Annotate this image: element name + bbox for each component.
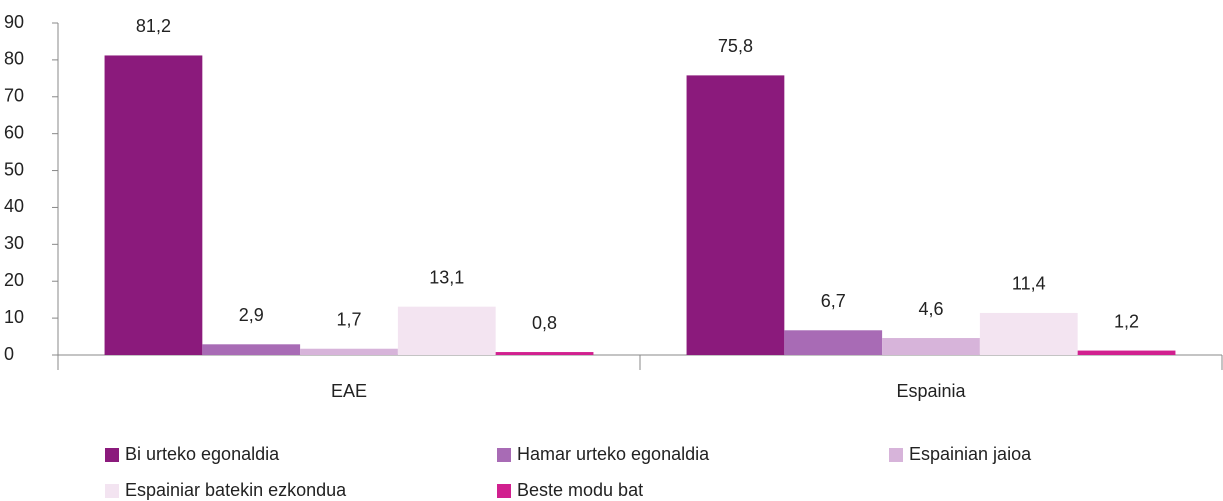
legend-label: Espainian jaioa [909, 444, 1032, 464]
y-tick-label: 30 [4, 233, 24, 253]
legend-label: Espainiar batekin ezkondua [125, 480, 347, 500]
y-tick-label: 90 [4, 12, 24, 32]
value-label: 11,4 [1012, 274, 1046, 294]
bar [784, 330, 883, 355]
bar [979, 312, 1078, 355]
y-tick-label: 80 [4, 49, 24, 69]
value-label: 1,2 [1114, 311, 1139, 331]
value-label: 75,8 [718, 36, 753, 56]
value-label: 6,7 [821, 291, 846, 311]
bar [202, 344, 301, 355]
y-tick-label: 20 [4, 270, 24, 290]
bar [397, 306, 496, 355]
x-tick-label: EAE [331, 381, 367, 401]
bar [1077, 350, 1176, 355]
bar [104, 55, 203, 356]
legend-swatch [889, 448, 903, 462]
value-label: 0,8 [532, 313, 557, 333]
value-label: 13,1 [429, 267, 464, 287]
x-tick-label: Espainia [896, 381, 966, 401]
value-label: 81,2 [136, 16, 171, 36]
y-tick-label: 10 [4, 307, 24, 327]
bar [882, 338, 980, 355]
bar [300, 348, 398, 355]
legend-label: Beste modu bat [517, 480, 643, 500]
y-tick-label: 0 [4, 344, 14, 364]
bar [495, 352, 594, 355]
legend-swatch [497, 484, 511, 498]
legend-label: Bi urteko egonaldia [125, 444, 280, 464]
legend-swatch [105, 484, 119, 498]
y-tick-label: 60 [4, 122, 24, 142]
value-label: 2,9 [239, 305, 264, 325]
value-label: 4,6 [918, 299, 943, 319]
legend-swatch [497, 448, 511, 462]
bar [686, 75, 785, 355]
legend-swatch [105, 448, 119, 462]
y-tick-label: 70 [4, 86, 24, 106]
value-label: 1,7 [336, 309, 361, 329]
y-tick-label: 40 [4, 196, 24, 216]
y-tick-label: 50 [4, 159, 24, 179]
legend-label: Hamar urteko egonaldia [517, 444, 710, 464]
